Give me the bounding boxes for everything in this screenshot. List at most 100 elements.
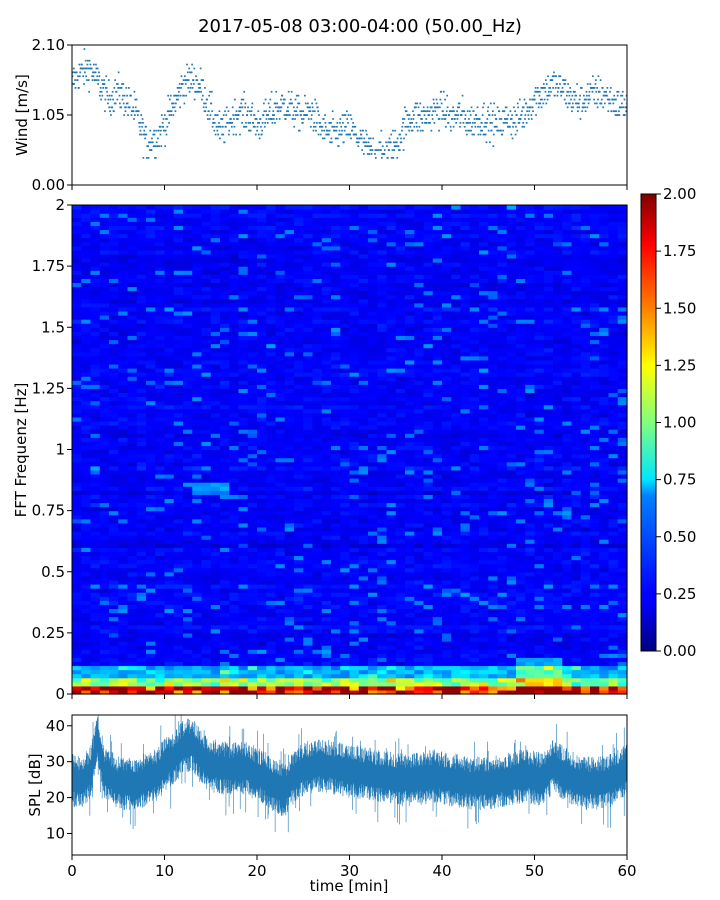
spectrogram-cell: [608, 494, 619, 499]
wind-point: [609, 87, 612, 89]
spectrogram-cell: [395, 575, 406, 581]
spectrogram-cell: [414, 583, 425, 589]
spectrogram-cell: [368, 681, 378, 687]
wind-point: [345, 133, 348, 136]
spectrogram-cell: [173, 526, 184, 532]
spectrogram-cell: [543, 661, 554, 667]
spectrogram-cell: [284, 563, 295, 569]
spectrogram-cell: [608, 543, 619, 548]
spectrogram-cell: [229, 473, 240, 479]
spectrogram-cell: [284, 445, 295, 451]
wind-point: [233, 125, 236, 128]
spectrogram-cell: [90, 636, 101, 642]
spectrogram-cell: [303, 665, 314, 671]
wind-point: [281, 94, 284, 97]
spectrogram-cell: [238, 616, 249, 622]
spectrogram-cell: [146, 600, 156, 605]
spectrogram-cell: [358, 636, 369, 642]
spectrogram-cell: [136, 636, 147, 642]
spectrogram-cell: [257, 551, 267, 557]
spectrogram-cell: [340, 551, 351, 557]
wind-point: [292, 106, 295, 109]
wind-point: [97, 83, 99, 85]
spectrogram-cell: [118, 559, 129, 565]
wind-point: [131, 110, 134, 113]
spectrogram-cell: [99, 522, 110, 528]
wind-point: [493, 102, 496, 105]
wind-point: [483, 133, 486, 136]
wind-point: [120, 106, 123, 109]
spectrogram-cell: [321, 502, 332, 508]
spectrogram-cell: [488, 494, 499, 499]
spectrogram-cell: [155, 510, 166, 516]
spectrogram-cell: [358, 677, 369, 683]
wind-point: [297, 94, 300, 97]
spectrogram-cell: [257, 461, 267, 467]
wind-point: [153, 133, 156, 136]
spectrogram-cell: [321, 616, 332, 622]
wind-point: [308, 110, 311, 113]
wind-point: [300, 110, 303, 113]
spectrogram-cell: [451, 636, 462, 642]
spectrogram-cell: [146, 539, 156, 544]
spectrogram-cell: [368, 547, 378, 552]
spectrogram-cell: [192, 518, 203, 524]
spectrogram-cell: [599, 478, 610, 483]
wind-point: [221, 133, 223, 136]
spectrogram-cell: [220, 632, 230, 638]
spectrogram-cell: [349, 681, 360, 687]
wind-point: [393, 145, 396, 148]
spectrogram-cell: [81, 482, 92, 487]
spectrogram-cell: [608, 653, 619, 658]
spectrogram-cell: [562, 482, 573, 487]
spectrogram-cell: [183, 657, 193, 662]
spectrogram-cell: [358, 449, 369, 455]
spectrogram-cell: [201, 445, 212, 451]
spectrogram-cell: [220, 612, 230, 618]
spectrogram-cell: [284, 596, 295, 601]
spectrogram-cell: [183, 522, 193, 528]
spectrogram-cell: [201, 649, 212, 654]
spectrogram-cell: [553, 445, 563, 451]
spectrogram-cell: [423, 616, 434, 622]
spectrogram-cell: [451, 490, 462, 495]
wind-point: [361, 149, 364, 151]
spectrogram-cell: [488, 645, 499, 650]
wind-point: [422, 110, 425, 113]
spectrogram-cell: [534, 604, 545, 610]
spectrogram-cell: [414, 498, 425, 504]
spectrogram-cell: [525, 612, 536, 618]
wind-point: [175, 94, 178, 97]
wind-point: [501, 110, 504, 113]
spectrogram-cell: [562, 559, 573, 565]
spectrogram-cell: [210, 657, 221, 662]
spectrogram-cell: [358, 624, 369, 630]
wind-point: [273, 102, 276, 105]
spectrogram-cell: [81, 653, 92, 658]
spectrogram-cell: [617, 531, 628, 536]
spectrogram-cell: [571, 486, 582, 491]
spectrogram-cell: [294, 669, 304, 675]
spectrogram-cell: [543, 506, 554, 512]
spectrogram-cell: [358, 592, 369, 597]
spectrogram-cell: [183, 612, 193, 618]
spectrogram-cell: [562, 661, 573, 667]
spectrogram-cell: [432, 494, 443, 499]
spectrogram-cell: [99, 567, 110, 573]
spectrogram-cell: [331, 641, 341, 646]
wind-point: [410, 122, 412, 124]
spectrogram-cell: [506, 510, 517, 516]
spectrogram-cell: [229, 657, 240, 662]
spectrogram-cell: [201, 645, 212, 650]
spectrogram-cell: [72, 612, 82, 618]
spectrogram-cell: [423, 600, 434, 605]
spectrogram-cell: [395, 583, 406, 589]
spectrogram-cell: [247, 608, 258, 614]
spectrogram-cell: [284, 518, 295, 524]
spectrogram-cell: [479, 645, 489, 650]
spectrogram-cell: [275, 689, 286, 695]
spectrogram-cell: [136, 649, 147, 654]
spectrogram-cell: [451, 620, 462, 626]
spectrogram-cell: [164, 563, 175, 569]
spectrogram-cell: [395, 571, 406, 577]
